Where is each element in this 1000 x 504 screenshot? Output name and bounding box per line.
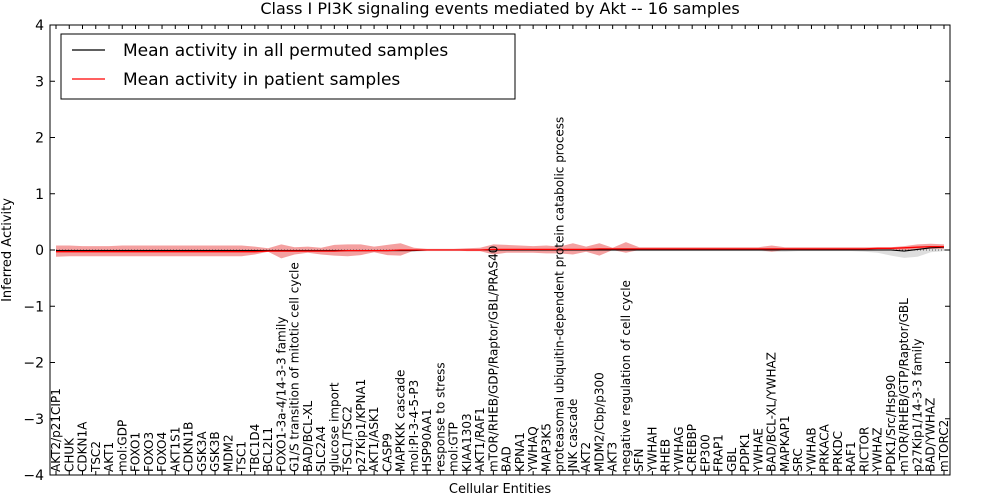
x-tick-label: AKT2: [579, 442, 593, 472]
x-tick-label: glucose import: [327, 382, 341, 472]
x-tick-label: CDKN1A: [76, 421, 90, 472]
x-tick-label: MDM2/Cbp/p300: [592, 372, 606, 472]
x-tick-label: PDK1/Src/Hsp90: [884, 375, 898, 472]
x-tick-label: negative regulation of cell cycle: [619, 280, 633, 472]
x-tick-label: FOXO1: [129, 432, 143, 472]
x-tick-label: YWHAG: [672, 426, 686, 473]
patient-mean-line: [56, 245, 944, 253]
x-tick-label: CHUK: [62, 437, 76, 472]
x-tick-label: p27Kip1/KPNA1: [354, 379, 368, 472]
x-axis-label: Cellular Entities: [449, 482, 551, 497]
x-tick-label: YWHAE: [751, 428, 765, 473]
x-tick-label: GSK3B: [208, 431, 222, 472]
x-tick-label: RHEB: [659, 439, 673, 472]
y-tick-label: 4: [35, 18, 44, 34]
y-tick-label: 3: [35, 74, 44, 90]
x-tick-label: FOXO1-3a-4/14-3-3 family: [274, 317, 288, 473]
x-tick-label: proteasomal ubiquitin-dependent protein …: [553, 117, 567, 472]
x-tick-label: BAD/BCL-XL: [301, 400, 315, 472]
x-tick-label: YWHAZ: [871, 427, 885, 473]
x-tick-label: mol:PI-3-4-5-P3: [407, 380, 421, 472]
x-tick-label: SLC2A4: [314, 426, 328, 472]
x-tick-label: PRKDC: [831, 431, 845, 472]
x-tick-label: PDPK1: [738, 433, 752, 472]
y-tick-label: −1: [23, 299, 44, 315]
legend-label-patient: Mean activity in patient samples: [123, 70, 400, 90]
x-tick-label: MAPKAP1: [778, 415, 792, 472]
x-tick-label: response to stress: [433, 362, 447, 472]
x-tick-label: FRAP1: [712, 434, 726, 472]
x-tick-label: HSP90AA1: [420, 408, 434, 472]
x-tick-label: KPNA1: [513, 432, 527, 472]
x-tick-label: TSC1/TSC2: [341, 406, 355, 473]
x-tick-label: G1/S transition of mitotic cell cycle: [288, 262, 302, 472]
x-tick-label: GSK3A: [195, 431, 209, 472]
x-tick-label: RICTOR: [857, 427, 871, 472]
chart-title: Class I PI3K signaling events mediated b…: [260, 0, 739, 18]
legend-label-permuted: Mean activity in all permuted samples: [123, 41, 448, 61]
x-tick-label: FOXO4: [155, 432, 169, 472]
x-tick-label: BAD/YWHAZ: [924, 398, 938, 472]
x-tick-label: YWHAH: [645, 427, 659, 473]
x-tick-label: JNK cascade: [566, 399, 580, 473]
x-tick-label: TSC2: [89, 441, 103, 473]
y-tick-label: −2: [23, 356, 44, 372]
x-tick-label: YWHAB: [804, 427, 818, 473]
legend-box: [60, 33, 516, 100]
x-tick-label: SRC: [791, 448, 805, 472]
x-tick-label: mol:GTP: [447, 422, 461, 472]
x-tick-label: mTORC2: [937, 420, 951, 472]
axes-layer: [49, 24, 951, 476]
x-tick-label: MDM2: [221, 434, 235, 472]
x-tick-label: TSC1: [235, 441, 249, 473]
x-tick-label: p27Kip1/14-3-3 family: [910, 339, 924, 472]
x-tick-label: AKT3: [606, 442, 620, 472]
x-tick-label: YWHAQ: [526, 426, 540, 473]
y-tick-label: 2: [35, 131, 44, 147]
y-tick-label: 0: [35, 243, 44, 259]
y-tick-label: −4: [23, 468, 44, 484]
x-tick-label: mol:GDP: [115, 420, 129, 472]
x-tick-label: BCL2L1: [261, 427, 275, 472]
x-tick-label: PRKACA: [818, 423, 832, 472]
legend: Mean activity in all permuted samples Me…: [60, 33, 516, 100]
lines-layer: [50, 245, 950, 253]
x-tick-label: mTOR/RHEB/GTP/Raptor/GBL: [897, 298, 911, 472]
x-tick-label: KIAA1303: [460, 413, 474, 472]
x-tick-label: BAD: [500, 446, 514, 472]
x-tick-label: MAPKKK cascade: [394, 370, 408, 472]
x-tick-label: AKT1/ASK1: [367, 407, 381, 472]
x-tick-label: AKT1S1: [168, 427, 182, 472]
x-tick-label: AKT2/p21CIP1: [49, 388, 63, 472]
x-tick-label: EP300: [698, 434, 712, 472]
y-tick-label: −3: [23, 412, 44, 428]
y-tick-label: 1: [35, 187, 44, 203]
x-tick-label: FOXO3: [142, 432, 156, 472]
x-tick-label: AKT1/RAF1: [473, 407, 487, 472]
x-tick-label: MAP3K5: [539, 423, 553, 472]
x-tick-label: mTOR/RHEB/GDP/Raptor/GBL/PRAS40: [486, 246, 500, 472]
y-axis-label: Inferred Activity: [0, 198, 15, 302]
x-tick-label: SFN: [632, 449, 646, 473]
x-tick-label: CASP9: [380, 433, 394, 472]
x-tick-label: GBL: [725, 447, 739, 472]
x-tick-label: TBC1D4: [248, 424, 262, 473]
x-tick-label: BAD/BCL-XL/YWHAZ: [765, 352, 779, 472]
x-tick-label: AKT1: [102, 442, 116, 472]
x-tick-label: CDKN1B: [182, 422, 196, 472]
x-tick-label: CREBBP: [685, 424, 699, 472]
x-tick-label: RAF1: [844, 441, 858, 472]
